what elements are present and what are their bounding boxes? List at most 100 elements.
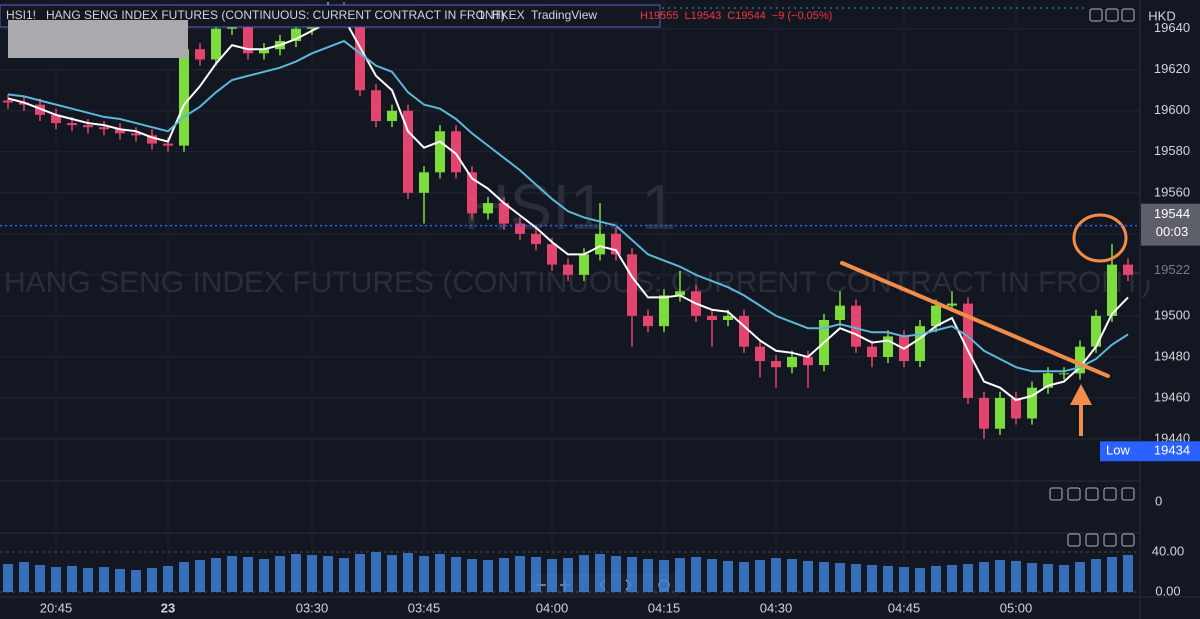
volume-bar bbox=[419, 556, 429, 592]
button[interactable] bbox=[1121, 487, 1135, 501]
marked-price-box bbox=[1141, 261, 1200, 280]
candle-body bbox=[147, 135, 157, 144]
volume-bar bbox=[771, 558, 781, 592]
volume-bar bbox=[643, 559, 653, 592]
volume-bar bbox=[723, 561, 733, 592]
grid bbox=[0, 0, 1140, 597]
candle-body bbox=[995, 397, 1005, 429]
candle-body bbox=[1059, 373, 1069, 375]
volume-bar bbox=[739, 562, 749, 592]
volume-bar bbox=[755, 560, 765, 592]
volume-bar bbox=[179, 562, 189, 592]
marked-price-label: 19522 bbox=[1154, 262, 1190, 277]
volume-bar bbox=[67, 566, 77, 592]
volume-bar bbox=[227, 556, 237, 592]
volume-bar bbox=[531, 557, 541, 592]
volume-bar bbox=[243, 557, 253, 592]
candle-body bbox=[1011, 397, 1021, 419]
legend-value: −9 (−0.05%) bbox=[772, 10, 833, 22]
candle-body bbox=[851, 305, 861, 347]
volume-bar bbox=[355, 554, 365, 592]
volume-bar bbox=[1123, 555, 1133, 592]
volume-bar bbox=[51, 567, 61, 592]
y-tick-label: 19480 bbox=[1154, 348, 1190, 363]
exchange: HKEX bbox=[492, 8, 525, 22]
legend-value: H19555 bbox=[640, 10, 679, 22]
volume-bar bbox=[259, 559, 269, 592]
volume-bar bbox=[483, 560, 493, 592]
candle-body bbox=[243, 18, 253, 54]
x-tick-label: 23 bbox=[161, 600, 175, 615]
candle-body bbox=[755, 346, 765, 362]
candle-body bbox=[947, 303, 957, 306]
volume-bar bbox=[435, 554, 445, 592]
volume-bar bbox=[499, 558, 509, 592]
candle-body bbox=[867, 346, 877, 357]
volume-bar bbox=[211, 558, 221, 592]
volume-tick-label: 0.00 bbox=[1155, 583, 1180, 598]
candle-body bbox=[163, 143, 173, 146]
volume-bar bbox=[611, 556, 621, 592]
candle-body bbox=[723, 315, 733, 320]
ema-line bbox=[7, 17, 1129, 402]
button[interactable] bbox=[1121, 533, 1135, 547]
candle-body bbox=[195, 49, 205, 60]
candle-body bbox=[1075, 346, 1085, 374]
candle-body bbox=[803, 356, 813, 366]
candle-body bbox=[531, 233, 541, 245]
volume-bar bbox=[851, 564, 861, 592]
candle-body bbox=[595, 233, 605, 255]
button[interactable] bbox=[1121, 8, 1135, 22]
candle-body bbox=[355, 12, 365, 91]
button[interactable] bbox=[1067, 487, 1081, 501]
x-tick-label: 03:30 bbox=[296, 600, 329, 615]
x-tick-label: 05:00 bbox=[1000, 600, 1033, 615]
countdown: 00:03 bbox=[1156, 224, 1189, 239]
candle-body bbox=[1091, 315, 1101, 347]
candle-body bbox=[67, 123, 77, 126]
y-tick-label: 19620 bbox=[1154, 61, 1190, 76]
candle-body bbox=[835, 305, 845, 320]
volume-bar bbox=[131, 570, 141, 592]
candle-body bbox=[883, 336, 893, 357]
volume-bar bbox=[515, 556, 525, 592]
button[interactable] bbox=[1049, 487, 1063, 501]
candle-body bbox=[515, 223, 525, 234]
button[interactable] bbox=[1105, 8, 1119, 22]
candle-body bbox=[707, 315, 717, 320]
y-tick-label: 19500 bbox=[1154, 307, 1190, 322]
last-price-label: 19544 bbox=[1154, 206, 1190, 221]
button[interactable] bbox=[1089, 8, 1103, 22]
volume-bar bbox=[803, 561, 813, 592]
volume-bar bbox=[275, 556, 285, 592]
volume-bar bbox=[291, 554, 301, 592]
volume-bar bbox=[99, 567, 109, 592]
volume-bar bbox=[947, 565, 957, 592]
button[interactable] bbox=[1085, 533, 1099, 547]
volume-bar bbox=[1043, 564, 1053, 592]
candle-body bbox=[435, 131, 445, 173]
x-tick-label: 20:45 bbox=[40, 600, 73, 615]
candle-body bbox=[51, 114, 61, 124]
button[interactable] bbox=[1085, 487, 1099, 501]
candle-body bbox=[739, 315, 749, 347]
volume-bar bbox=[3, 564, 13, 592]
volume-bar bbox=[899, 567, 909, 592]
x-tick-label: 03:45 bbox=[408, 600, 441, 615]
candle-body bbox=[467, 172, 477, 214]
volume-bar bbox=[707, 559, 717, 592]
y-tick-label: 19640 bbox=[1154, 20, 1190, 35]
candle-body bbox=[403, 110, 413, 193]
volume-bar bbox=[147, 568, 157, 592]
volume-bar bbox=[675, 558, 685, 592]
legend-value: L19543 bbox=[685, 10, 722, 22]
volume-bar bbox=[915, 568, 925, 592]
volume-bar bbox=[467, 559, 477, 592]
x-tick-label: 04:15 bbox=[648, 600, 681, 615]
arrow-head bbox=[1070, 384, 1092, 405]
button[interactable] bbox=[1067, 533, 1081, 547]
y-tick-label: 19560 bbox=[1154, 184, 1190, 199]
button[interactable] bbox=[1103, 533, 1117, 547]
volume-bar bbox=[883, 566, 893, 592]
button[interactable] bbox=[1103, 487, 1117, 501]
